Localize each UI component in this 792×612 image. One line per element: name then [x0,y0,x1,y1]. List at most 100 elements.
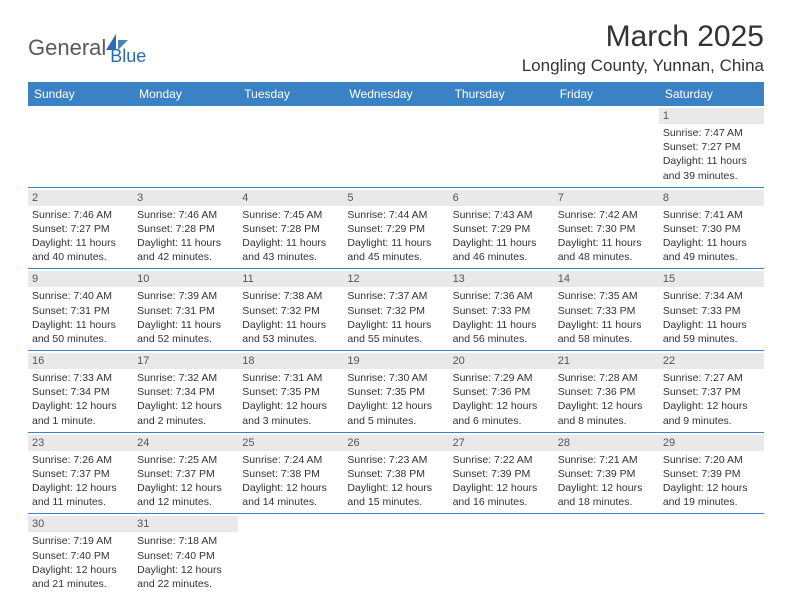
weekday-header: Sunday [28,82,133,106]
cell-sunset: Sunset: 7:37 PM [137,467,234,481]
cell-sunrise: Sunrise: 7:18 AM [137,534,234,548]
cell-daylight2: and 5 minutes. [347,414,444,428]
cell-daylight2: and 15 minutes. [347,495,444,509]
cell-sunrise: Sunrise: 7:22 AM [453,453,550,467]
cell-sunset: Sunset: 7:32 PM [347,304,444,318]
cell-sunset: Sunset: 7:34 PM [137,385,234,399]
cell-sunset: Sunset: 7:32 PM [242,304,339,318]
header: General Blue March 2025 Longling County,… [28,20,764,76]
empty-day [449,108,554,124]
cell-sunset: Sunset: 7:33 PM [453,304,550,318]
cell-sunrise: Sunrise: 7:41 AM [663,208,760,222]
cell-daylight2: and 14 minutes. [242,495,339,509]
calendar-day-cell: 31Sunrise: 7:18 AMSunset: 7:40 PMDayligh… [133,514,238,595]
cell-daylight2: and 21 minutes. [32,577,129,591]
cell-daylight2: and 3 minutes. [242,414,339,428]
cell-daylight2: and 9 minutes. [663,414,760,428]
calendar-day-cell [659,514,764,595]
cell-daylight1: Daylight: 11 hours [663,154,760,168]
cell-sunrise: Sunrise: 7:19 AM [32,534,129,548]
location-text: Longling County, Yunnan, China [522,56,764,76]
cell-daylight1: Daylight: 11 hours [347,318,444,332]
calendar-day-cell: 2Sunrise: 7:46 AMSunset: 7:27 PMDaylight… [28,187,133,269]
cell-daylight1: Daylight: 12 hours [663,399,760,413]
calendar-table: Sunday Monday Tuesday Wednesday Thursday… [28,82,764,595]
day-number: 8 [659,190,764,206]
weekday-header: Wednesday [343,82,448,106]
cell-sunrise: Sunrise: 7:39 AM [137,289,234,303]
empty-day [28,108,133,124]
cell-daylight2: and 39 minutes. [663,169,760,183]
day-number: 20 [449,353,554,369]
cell-daylight2: and 43 minutes. [242,250,339,264]
cell-daylight2: and 12 minutes. [137,495,234,509]
day-number: 14 [554,271,659,287]
cell-sunrise: Sunrise: 7:24 AM [242,453,339,467]
cell-sunset: Sunset: 7:27 PM [32,222,129,236]
calendar-day-cell [238,514,343,595]
cell-sunrise: Sunrise: 7:23 AM [347,453,444,467]
calendar-day-cell: 6Sunrise: 7:43 AMSunset: 7:29 PMDaylight… [449,187,554,269]
cell-sunset: Sunset: 7:31 PM [32,304,129,318]
weekday-header: Tuesday [238,82,343,106]
cell-sunrise: Sunrise: 7:37 AM [347,289,444,303]
calendar-day-cell: 22Sunrise: 7:27 AMSunset: 7:37 PMDayligh… [659,351,764,433]
cell-sunrise: Sunrise: 7:27 AM [663,371,760,385]
calendar-day-cell: 5 Sunrise: 7:44 AMSunset: 7:29 PMDaylight… [343,187,448,269]
cell-sunset: Sunset: 7:29 PM [347,222,444,236]
cell-daylight2: and 55 minutes. [347,332,444,346]
cell-daylight1: Daylight: 11 hours [242,236,339,250]
cell-daylight1: Daylight: 11 hours [137,236,234,250]
day-number: 13 [449,271,554,287]
cell-daylight1: Daylight: 11 hours [347,236,444,250]
day-number: 16 [28,353,133,369]
weekday-header-row: Sunday Monday Tuesday Wednesday Thursday… [28,82,764,106]
cell-sunset: Sunset: 7:40 PM [32,549,129,563]
cell-sunset: Sunset: 7:29 PM [453,222,550,236]
cell-sunset: Sunset: 7:27 PM [663,140,760,154]
cell-daylight2: and 11 minutes. [32,495,129,509]
empty-day [343,108,448,124]
day-number: 25 [238,435,343,451]
cell-daylight1: Daylight: 12 hours [242,481,339,495]
empty-day [238,108,343,124]
cell-daylight2: and 45 minutes. [347,250,444,264]
cell-daylight1: Daylight: 12 hours [32,481,129,495]
weekday-header: Monday [133,82,238,106]
calendar-week-row: 1Sunrise: 7:47 AMSunset: 7:27 PMDaylight… [28,106,764,187]
cell-sunrise: Sunrise: 7:46 AM [137,208,234,222]
day-number: 10 [133,271,238,287]
cell-sunset: Sunset: 7:28 PM [242,222,339,236]
cell-daylight2: and 6 minutes. [453,414,550,428]
weekday-header: Saturday [659,82,764,106]
cell-daylight2: and 59 minutes. [663,332,760,346]
day-number: 2 [28,190,133,206]
cell-sunrise: Sunrise: 7:44 AM [347,208,444,222]
cell-daylight1: Daylight: 11 hours [32,318,129,332]
day-number: 4 [238,190,343,206]
cell-daylight1: Daylight: 11 hours [558,236,655,250]
calendar-week-row: 16Sunrise: 7:33 AMSunset: 7:34 PMDayligh… [28,351,764,433]
cell-daylight2: and 48 minutes. [558,250,655,264]
month-title: March 2025 [522,20,764,54]
cell-daylight1: Daylight: 12 hours [347,481,444,495]
day-number: 17 [133,353,238,369]
calendar-day-cell [449,106,554,187]
calendar-week-row: 2 Sunrise: 7:46 AM Sunset: 7:27 PM Daylight… [28,187,764,269]
calendar-day-cell [554,106,659,187]
cell-daylight2: and 19 minutes. [663,495,760,509]
cell-daylight1: Daylight: 11 hours [242,318,339,332]
cell-daylight1: Daylight: 12 hours [32,399,129,413]
day-number: 31 [133,516,238,532]
cell-sunrise: Sunrise: 7:29 AM [453,371,550,385]
cell-sunrise: Sunrise: 7:43 AM [453,208,550,222]
day-number: 28 [554,435,659,451]
cell-daylight2: and 49 minutes. [663,250,760,264]
cell-daylight1: Daylight: 12 hours [663,481,760,495]
logo-text-blue: Blue [110,46,146,67]
calendar-day-cell: 4Sunrise: 7:45 AMSunset: 7:28 PMDaylight… [238,187,343,269]
day-number: 5 [343,190,448,206]
cell-daylight2: and 56 minutes. [453,332,550,346]
cell-daylight1: Daylight: 11 hours [137,318,234,332]
cell-sunrise: Sunrise: 7:31 AM [242,371,339,385]
